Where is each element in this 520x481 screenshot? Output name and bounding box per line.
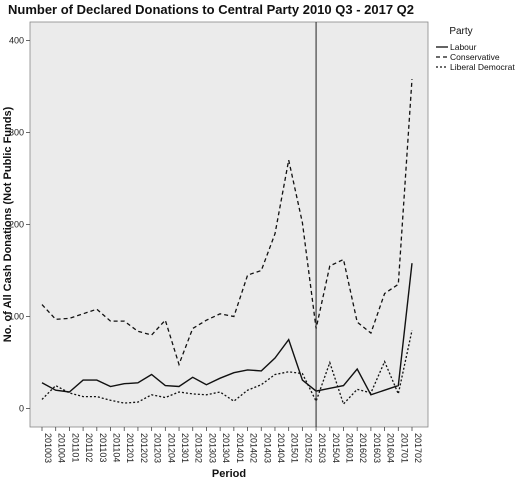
x-tick-label: 201304 (221, 433, 231, 463)
x-tick-label: 201502 (303, 433, 313, 463)
x-tick-label: 201601 (344, 433, 354, 463)
x-axis-title: Period (212, 468, 246, 480)
y-tick-label: 100 (9, 312, 24, 322)
y-axis: 0 100 200 300 400 (9, 35, 30, 414)
x-tick-label: 201403 (262, 433, 272, 463)
legend-entry: Conservative (450, 52, 500, 62)
series-line-liberal-democrat (41, 330, 413, 406)
y-axis-title: No. of All Cash Donations (Not Public Fu… (2, 106, 14, 342)
x-tick-label: 201604 (386, 433, 396, 463)
x-axis: 201003 201004 201101 201102 201103 201104 2012… (41, 427, 423, 463)
x-tick-label: 201201 (125, 433, 135, 463)
series-lines (41, 79, 413, 406)
x-tick-label: 201302 (194, 433, 204, 463)
x-tick-label: 201404 (276, 433, 286, 463)
y-tick-label: 300 (9, 127, 24, 137)
y-tick-label: 400 (9, 35, 24, 45)
x-tick-label: 201202 (139, 433, 149, 463)
x-tick-label: 201203 (153, 433, 163, 463)
x-tick-label: 201204 (166, 433, 176, 463)
x-tick-label: 201104 (112, 433, 122, 462)
x-tick-label: 201303 (207, 433, 217, 463)
x-tick-label: 201301 (180, 433, 190, 463)
x-tick-label: 201702 (413, 433, 423, 463)
x-tick-label: 201003 (43, 433, 53, 463)
y-tick-label: 200 (9, 220, 24, 230)
y-tick-label: 0 (19, 404, 24, 414)
chart-title: Number of Declared Donations to Central … (8, 2, 414, 17)
legend-entry: Liberal Democrat (450, 62, 515, 72)
x-tick-label: 201402 (249, 433, 259, 463)
x-tick-label: 201501 (290, 433, 300, 463)
x-tick-label: 201004 (57, 433, 67, 463)
x-tick-label: 201102 (84, 433, 94, 462)
legend-entry: Labour (450, 42, 477, 52)
x-tick-label: 201103 (98, 433, 108, 462)
x-tick-label: 201701 (399, 433, 409, 463)
plot-area (29, 21, 429, 428)
x-tick-label: 201504 (331, 433, 341, 463)
x-tick-label: 201101 (70, 433, 80, 462)
series-line-conservative (41, 79, 413, 367)
legend-title: Party (449, 26, 472, 37)
x-tick-label: 201602 (358, 433, 368, 463)
x-tick-label: 201503 (317, 433, 327, 463)
x-tick-label: 201603 (372, 433, 382, 463)
series-line-labour (41, 263, 413, 396)
x-tick-label: 201401 (235, 433, 245, 463)
